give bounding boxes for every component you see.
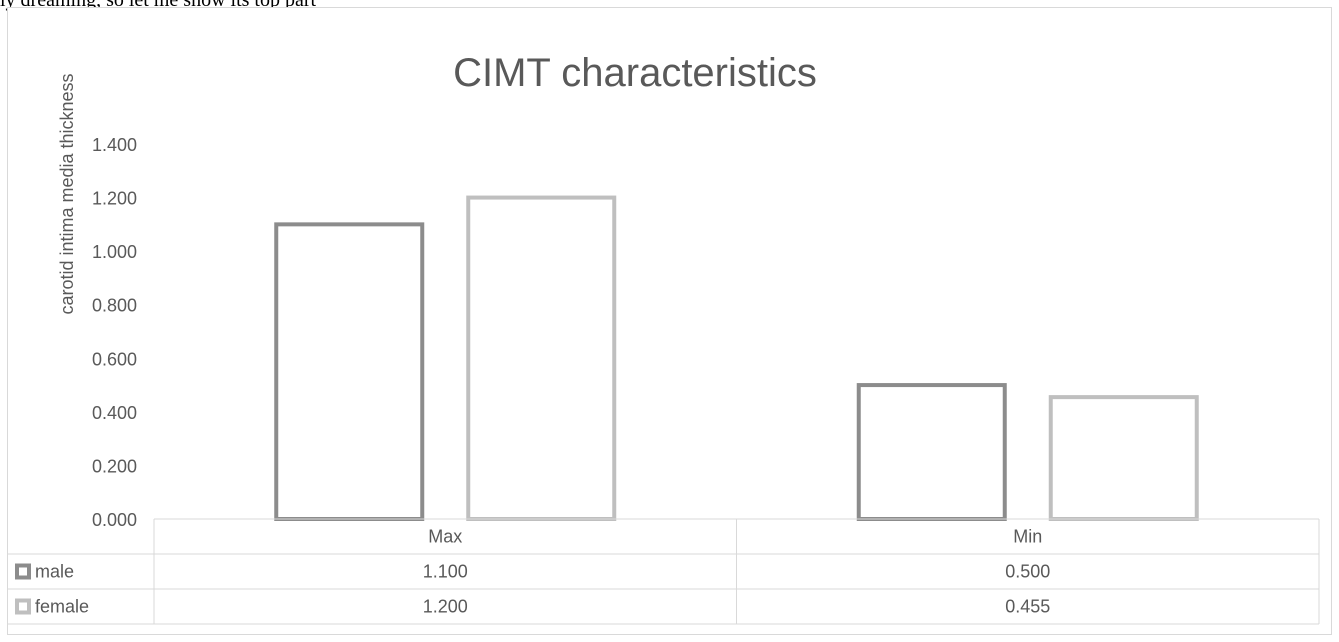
y-tick-label: 0.600 — [92, 349, 137, 369]
legend-label-female: female — [35, 597, 89, 617]
cropped-header-text: ly dreaming, so let me show its top part — [0, 0, 317, 11]
y-tick-label: 0.000 — [92, 510, 137, 530]
category-label: Min — [1013, 527, 1042, 547]
y-tick-label: 1.000 — [92, 242, 137, 262]
y-tick-label: 1.400 — [92, 135, 137, 155]
legend-key-female — [15, 598, 31, 615]
y-tick-label: 0.400 — [92, 403, 137, 423]
bar-male-max — [274, 222, 425, 521]
y-axis-label: carotid intima media thickness — [57, 73, 77, 314]
data-label: 1.100 — [423, 562, 468, 582]
bars — [274, 195, 1199, 522]
y-tick-label: 1.200 — [92, 189, 137, 209]
data-label: 0.455 — [1005, 597, 1050, 617]
category-label: Max — [428, 527, 462, 547]
data-table: Max Min male 1.100 0.500 female 1.200 0.455 — [8, 518, 1320, 625]
chart-area: CIMT characteristics carotid intima medi… — [7, 7, 1332, 635]
data-label: 0.500 — [1005, 562, 1050, 582]
legend-key-male — [15, 563, 31, 580]
y-tick-label: 0.800 — [92, 296, 137, 316]
bar-female-max — [466, 195, 617, 521]
chart-title: CIMT characteristics — [453, 51, 817, 95]
y-tick-label: 0.200 — [92, 456, 137, 476]
data-label: 1.200 — [423, 597, 468, 617]
chart-svg: CIMT characteristics carotid intima medi… — [8, 51, 1320, 625]
bar-male-min — [856, 383, 1007, 522]
bar-female-min — [1048, 395, 1199, 521]
y-axis-ticks: 0.000 0.200 0.400 0.600 0.800 1.000 1.200 1.400 — [92, 135, 137, 530]
legend-label-male: male — [35, 562, 74, 582]
